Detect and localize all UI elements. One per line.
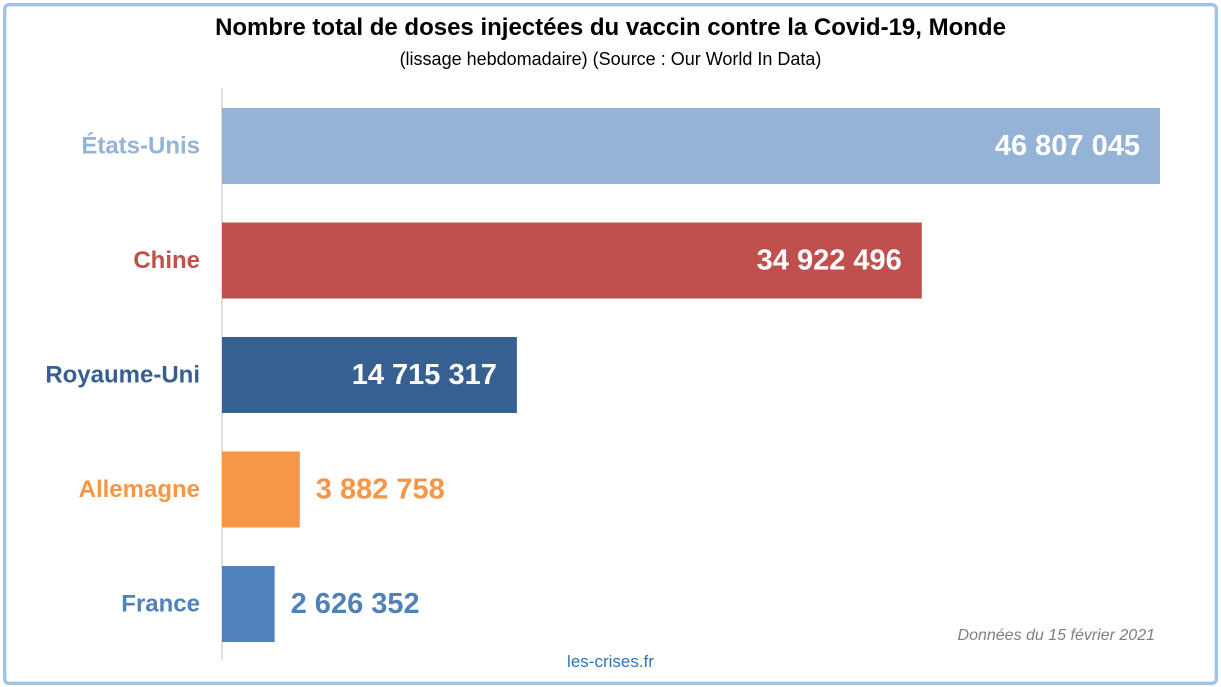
category-label-royaume-uni: Royaume-Uni	[45, 362, 200, 389]
chart-title: Nombre total de doses injectées du vacci…	[215, 14, 1006, 41]
bar-allemagne	[222, 451, 300, 528]
value-label-france: 2 626 352	[291, 588, 420, 620]
category-label-france: France	[121, 591, 200, 618]
data-date-note: Données du 15 février 2021	[957, 627, 1155, 644]
bar-france	[222, 566, 275, 642]
bar-etats-unis	[222, 108, 1160, 184]
category-label-etats-unis: États-Unis	[81, 132, 200, 160]
chart-subtitle: (lissage hebdomadaire) (Source : Our Wor…	[399, 49, 822, 69]
value-label-etats-unis: 46 807 045	[995, 130, 1140, 162]
category-label-chine: Chine	[133, 247, 200, 274]
value-label-allemagne: 3 882 758	[316, 474, 445, 506]
bar-royaume-uni	[222, 337, 517, 413]
value-label-chine: 34 922 496	[757, 245, 902, 277]
source-credit[interactable]: les-crises.fr	[567, 652, 654, 671]
category-label-allemagne: Allemagne	[79, 476, 200, 503]
bars-layer: États-Unis 46 807 045 Chine 34 922 496 Royau…	[45, 108, 1160, 642]
value-label-royaume-uni: 14 715 317	[352, 359, 497, 391]
bar-chine	[222, 222, 922, 299]
